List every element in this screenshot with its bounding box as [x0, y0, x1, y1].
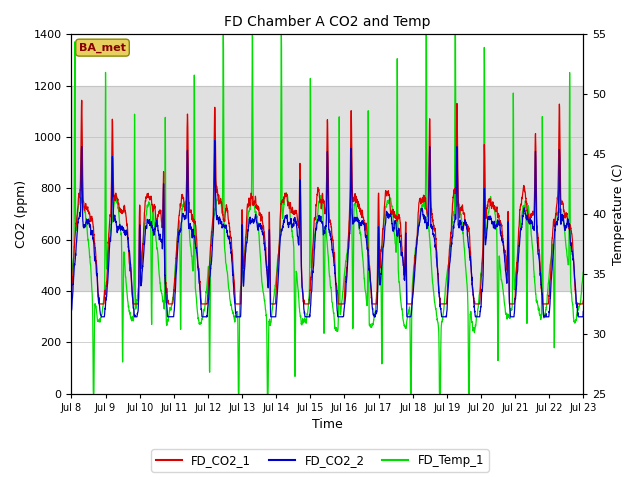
FD_CO2_2: [126, 255, 134, 261]
FD_CO2_1: [126, 266, 134, 272]
FD_Temp_1: [286, 213, 294, 219]
FD_Temp_1: [90, 391, 97, 396]
X-axis label: Time: Time: [312, 419, 343, 432]
FD_CO2_1: [95, 301, 103, 307]
FD_Temp_1: [264, 391, 272, 396]
FD_CO2_2: [68, 308, 76, 314]
Text: BA_met: BA_met: [79, 43, 126, 53]
Line: FD_CO2_2: FD_CO2_2: [72, 141, 583, 317]
Line: FD_CO2_1: FD_CO2_1: [72, 100, 583, 304]
Y-axis label: Temperature (C): Temperature (C): [612, 163, 625, 265]
FD_Temp_1: [126, 309, 134, 315]
FD_Temp_1: [579, 269, 587, 275]
FD_CO2_1: [157, 209, 164, 215]
FD_CO2_2: [286, 219, 294, 225]
FD_CO2_2: [211, 138, 219, 144]
FD_CO2_2: [515, 254, 522, 260]
FD_Temp_1: [570, 315, 577, 321]
FD_CO2_1: [570, 257, 577, 263]
FD_CO2_2: [157, 236, 164, 242]
FD_CO2_2: [97, 314, 105, 320]
FD_CO2_1: [579, 298, 587, 304]
Line: FD_Temp_1: FD_Temp_1: [72, 35, 583, 394]
FD_CO2_1: [515, 233, 522, 239]
FD_Temp_1: [220, 32, 227, 37]
FD_CO2_1: [68, 292, 76, 298]
FD_CO2_1: [286, 202, 294, 208]
Bar: [72, 86, 583, 291]
FD_Temp_1: [68, 275, 76, 280]
Title: FD Chamber A CO2 and Temp: FD Chamber A CO2 and Temp: [224, 15, 431, 29]
Y-axis label: CO2 (ppm): CO2 (ppm): [15, 180, 28, 248]
Legend: FD_CO2_1, FD_CO2_2, FD_Temp_1: FD_CO2_1, FD_CO2_2, FD_Temp_1: [151, 449, 489, 472]
FD_CO2_1: [78, 97, 86, 103]
FD_Temp_1: [157, 283, 164, 288]
FD_CO2_2: [264, 284, 272, 289]
FD_Temp_1: [515, 245, 522, 251]
FD_CO2_1: [264, 272, 272, 278]
FD_CO2_2: [570, 259, 577, 264]
FD_CO2_2: [579, 309, 587, 314]
